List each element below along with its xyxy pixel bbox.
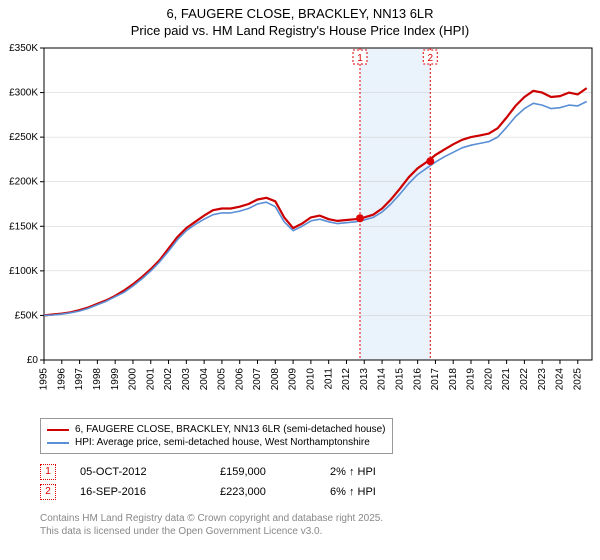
legend-item: 6, FAUGERE CLOSE, BRACKLEY, NN13 6LR (se… — [47, 423, 386, 436]
svg-text:2009: 2009 — [288, 368, 299, 391]
sales-table: 1 05-OCT-2012£159,0002% ↑ HPI 2 16-SEP-2016… — [40, 462, 430, 502]
sale-row: 1 05-OCT-2012£159,0002% ↑ HPI — [40, 462, 430, 482]
footer-attribution: Contains HM Land Registry data © Crown c… — [40, 512, 383, 538]
legend-label: 6, FAUGERE CLOSE, BRACKLEY, NN13 6LR (se… — [75, 424, 386, 435]
svg-text:2018: 2018 — [448, 368, 459, 391]
sale-date: 16-SEP-2016 — [80, 486, 220, 498]
svg-text:1996: 1996 — [56, 368, 67, 391]
svg-text:1: 1 — [357, 53, 363, 64]
svg-text:2011: 2011 — [323, 368, 334, 390]
sale-price: £223,000 — [220, 486, 330, 498]
svg-text:2013: 2013 — [359, 368, 370, 391]
svg-text:1999: 1999 — [110, 368, 121, 391]
legend-swatch — [47, 429, 69, 431]
svg-text:2006: 2006 — [234, 368, 245, 391]
svg-text:2001: 2001 — [145, 368, 156, 391]
footer-line1: Contains HM Land Registry data © Crown c… — [40, 512, 383, 525]
svg-text:2010: 2010 — [306, 368, 317, 391]
svg-text:£350K: £350K — [9, 43, 38, 54]
svg-text:2005: 2005 — [217, 368, 228, 391]
svg-text:2015: 2015 — [394, 368, 405, 391]
svg-text:2016: 2016 — [412, 368, 423, 391]
svg-text:£300K: £300K — [9, 88, 38, 99]
legend: 6, FAUGERE CLOSE, BRACKLEY, NN13 6LR (se… — [40, 418, 393, 454]
svg-text:£50K: £50K — [15, 310, 39, 321]
sale-row: 2 16-SEP-2016£223,0006% ↑ HPI — [40, 482, 430, 502]
svg-text:2008: 2008 — [270, 368, 281, 391]
svg-text:2004: 2004 — [199, 368, 210, 391]
svg-text:£200K: £200K — [9, 177, 38, 188]
svg-text:2021: 2021 — [501, 368, 512, 391]
svg-text:2: 2 — [427, 53, 433, 64]
sale-hpi-delta: 6% ↑ HPI — [330, 486, 430, 498]
chart-title: 6, FAUGERE CLOSE, BRACKLEY, NN13 6LR Pri… — [0, 0, 600, 40]
svg-text:2020: 2020 — [483, 368, 494, 391]
sale-marker-number: 2 — [40, 484, 56, 500]
sale-marker-number: 1 — [40, 464, 56, 480]
svg-text:2014: 2014 — [377, 368, 388, 391]
title-subtitle: Price paid vs. HM Land Registry's House … — [0, 23, 600, 40]
sale-hpi-delta: 2% ↑ HPI — [330, 466, 430, 478]
svg-text:2017: 2017 — [430, 368, 441, 391]
svg-text:1998: 1998 — [92, 368, 103, 391]
legend-swatch — [47, 442, 69, 444]
svg-text:2000: 2000 — [128, 368, 139, 391]
svg-text:£250K: £250K — [9, 132, 38, 143]
svg-text:£150K: £150K — [9, 221, 38, 232]
title-address: 6, FAUGERE CLOSE, BRACKLEY, NN13 6LR — [0, 6, 600, 23]
legend-item: HPI: Average price, semi-detached house,… — [47, 436, 386, 449]
chart-plot: £0 £50K £100K £150K £200K £250K £300K £350K 1995… — [0, 40, 600, 410]
svg-text:2023: 2023 — [537, 368, 548, 391]
svg-text:2012: 2012 — [341, 368, 352, 391]
svg-text:2022: 2022 — [519, 368, 530, 391]
svg-text:£0: £0 — [27, 355, 39, 366]
svg-text:£100K: £100K — [9, 266, 38, 277]
sale-date: 05-OCT-2012 — [80, 466, 220, 478]
svg-text:2003: 2003 — [181, 368, 192, 391]
footer-line2: This data is licensed under the Open Gov… — [40, 525, 383, 538]
svg-text:1997: 1997 — [74, 368, 85, 391]
sale-price: £159,000 — [220, 466, 330, 478]
svg-text:2025: 2025 — [572, 368, 583, 391]
chart-container: 6, FAUGERE CLOSE, BRACKLEY, NN13 6LR Pri… — [0, 0, 600, 560]
svg-text:2007: 2007 — [252, 368, 263, 391]
svg-text:2002: 2002 — [163, 368, 174, 391]
svg-text:2019: 2019 — [466, 368, 477, 391]
legend-label: HPI: Average price, semi-detached house,… — [75, 437, 370, 448]
svg-text:1995: 1995 — [39, 368, 50, 391]
svg-text:2024: 2024 — [555, 368, 566, 391]
